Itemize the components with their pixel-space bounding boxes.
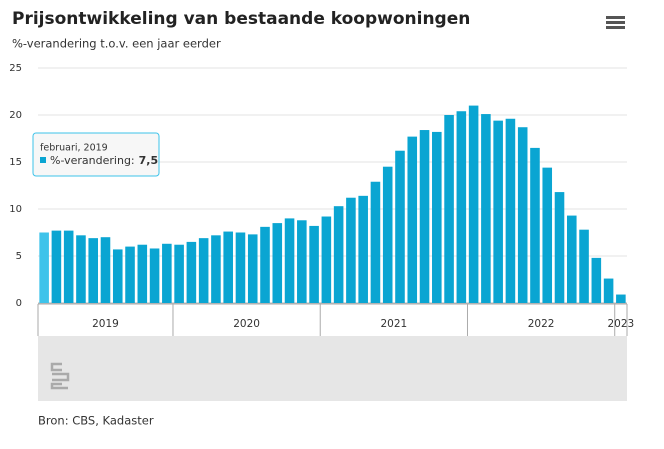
tooltip-series: %-verandering:	[50, 154, 135, 167]
tooltip: februari, 2019%-verandering: 7,5	[32, 132, 160, 177]
bar[interactable]	[432, 131, 442, 303]
source: Bron: CBS, Kadaster	[38, 414, 154, 428]
x-tick-label: 2021	[380, 318, 407, 330]
y-tick-label: 10	[9, 204, 22, 215]
bar[interactable]	[370, 181, 381, 303]
menu-line[interactable]	[606, 26, 625, 29]
bar[interactable]	[211, 235, 221, 303]
bar[interactable]	[186, 241, 197, 303]
x-tick-label: 2020	[233, 318, 260, 330]
bar[interactable]	[456, 111, 467, 304]
bar[interactable]	[297, 220, 307, 303]
bar[interactable]	[358, 195, 368, 303]
tooltip-value: 7,5	[139, 154, 159, 167]
bar[interactable]	[333, 206, 344, 303]
menu-line[interactable]	[606, 21, 625, 24]
bar[interactable]	[346, 197, 356, 303]
tooltip-box	[32, 132, 160, 177]
logo-part	[50, 382, 68, 390]
menu-line[interactable]	[606, 16, 625, 19]
navigator[interactable]	[38, 335, 627, 401]
bar[interactable]	[39, 232, 49, 304]
bar[interactable]	[444, 115, 454, 303]
y-tick-label: 5	[16, 251, 22, 262]
bar[interactable]	[149, 248, 160, 303]
bar[interactable]	[223, 231, 233, 303]
chart-title: Prijsontwikkeling van bestaande koopwoni…	[12, 9, 470, 29]
bar[interactable]	[63, 230, 74, 303]
bar[interactable]	[566, 215, 577, 303]
y-tick-label: 20	[9, 110, 22, 121]
bar[interactable]	[419, 130, 430, 303]
bar[interactable]	[272, 223, 283, 303]
bar[interactable]	[542, 167, 553, 303]
logo-part	[50, 362, 62, 372]
tooltip-title: februari, 2019	[40, 143, 108, 154]
bar[interactable]	[247, 234, 258, 303]
bar[interactable]	[468, 105, 479, 303]
y-tick-label: 15	[9, 157, 22, 168]
bar[interactable]	[198, 238, 209, 303]
menu-icon[interactable]	[606, 16, 625, 29]
bar[interactable]	[554, 192, 565, 303]
bar[interactable]	[112, 249, 123, 303]
x-tick-label: 2023	[607, 318, 634, 330]
bar[interactable]	[493, 120, 503, 303]
bar[interactable]	[579, 229, 589, 303]
bar[interactable]	[616, 294, 626, 303]
bar[interactable]	[603, 278, 614, 303]
tooltip-swatch	[40, 157, 46, 163]
bar[interactable]	[235, 232, 246, 304]
bar[interactable]	[481, 114, 491, 303]
bar[interactable]	[530, 147, 540, 303]
bar[interactable]	[174, 244, 184, 303]
bar[interactable]	[260, 226, 270, 303]
x-axis-band	[38, 304, 627, 336]
bar[interactable]	[517, 127, 528, 303]
bar[interactable]	[407, 136, 418, 303]
bar[interactable]	[309, 225, 319, 303]
logo-part	[52, 372, 70, 382]
bar[interactable]	[382, 166, 393, 303]
bar[interactable]	[591, 257, 602, 303]
bar[interactable]	[51, 230, 62, 303]
x-tick-label: 2019	[92, 318, 119, 330]
bar[interactable]	[162, 243, 172, 303]
bar[interactable]	[137, 244, 148, 303]
tooltip-label: %-verandering: 7,5	[50, 154, 158, 167]
x-tick-label: 2022	[528, 318, 555, 330]
bar[interactable]	[284, 218, 295, 303]
bar[interactable]	[125, 246, 135, 303]
bar[interactable]	[100, 237, 111, 303]
chart-subtitle: %-verandering t.o.v. een jaar eerder	[12, 37, 221, 51]
cbs-logo	[50, 362, 70, 390]
bar[interactable]	[395, 150, 405, 303]
bar[interactable]	[76, 235, 86, 303]
y-tick-label: 25	[9, 63, 22, 74]
y-tick-label: 0	[16, 298, 22, 309]
bar[interactable]	[321, 216, 332, 303]
bar[interactable]	[88, 238, 99, 303]
bar[interactable]	[505, 118, 516, 303]
